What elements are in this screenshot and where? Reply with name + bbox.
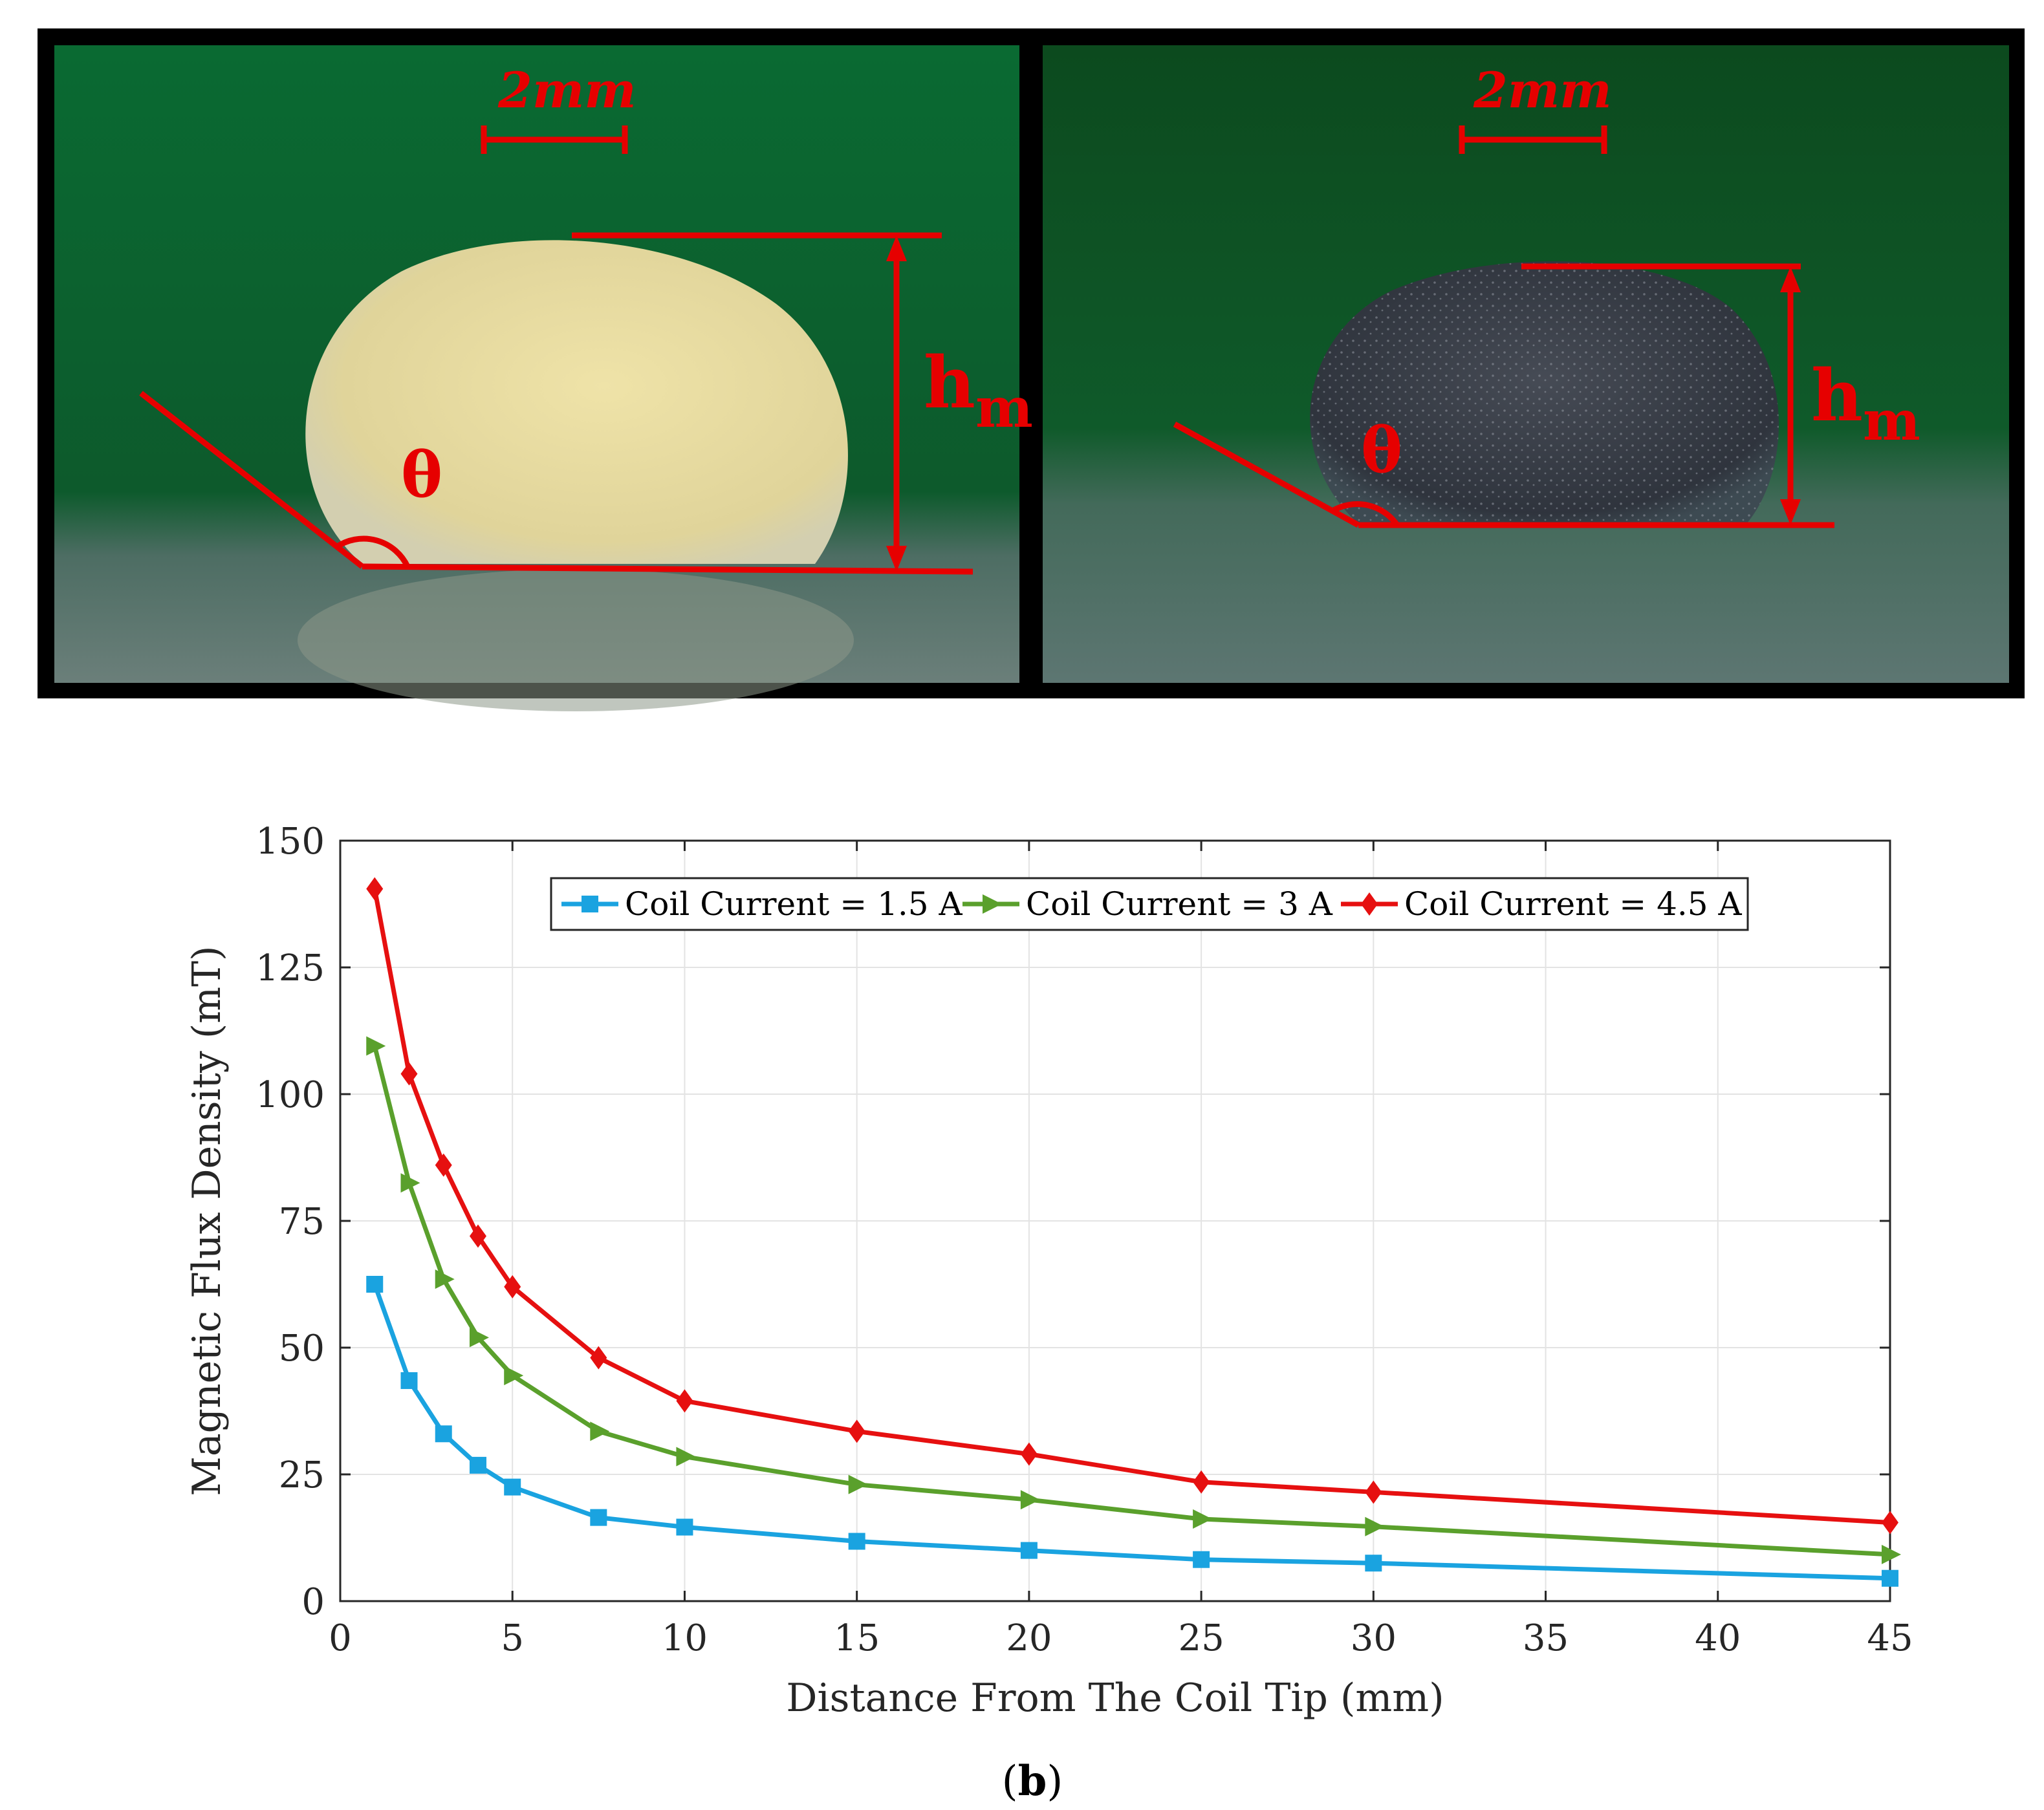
panel-b-chart: 0 5 10 15 20 25 30 35 40 45 0 25 50 75 100 125 150 Dist…: [184, 821, 1913, 1805]
series-1-point: [676, 1518, 693, 1536]
series-1-point: [848, 1533, 865, 1550]
right-height-arrow: [1780, 266, 1801, 525]
legend-entry-3: Coil Current = 4.5 A: [1404, 885, 1742, 923]
series-1-point: [366, 1276, 384, 1293]
y-tick-label: 150: [256, 821, 325, 863]
y-tick-label: 75: [279, 1201, 325, 1243]
left-photo: 2mm θ hm: [54, 45, 1033, 711]
y-tick-label: 50: [279, 1328, 325, 1370]
y-axis-ticks: 0 25 50 75 100 125 150: [256, 821, 1890, 1623]
series-1-point: [1882, 1569, 1898, 1587]
y-tick-label: 100: [256, 1074, 325, 1116]
series-2-point: [1882, 1544, 1901, 1564]
panel-b-label: (b): [1002, 1757, 1063, 1805]
series-2-point: [590, 1421, 610, 1441]
x-tick-label: 5: [501, 1617, 524, 1659]
series-3-point: [1365, 1480, 1382, 1504]
x-axis-ticks: 0 5 10 15 20 25 30 35 40 45: [329, 841, 1913, 1659]
right-height-symbol: h: [1811, 354, 1863, 437]
series-3-point: [590, 1346, 607, 1370]
series-1-point: [469, 1456, 486, 1474]
legend-swatch-marker: [1361, 892, 1378, 916]
series-3: [366, 877, 1898, 1535]
series-3-point: [848, 1419, 865, 1443]
series-1-point: [435, 1425, 452, 1443]
legend-entry-1: Coil Current = 1.5 A: [625, 885, 962, 923]
left-height-subscript: m: [975, 376, 1033, 440]
series-2-point: [1365, 1516, 1385, 1536]
series-1-point: [1365, 1555, 1382, 1572]
left-base-line: [362, 563, 973, 575]
left-angle-arc: [334, 535, 411, 568]
series-2-point: [366, 1036, 386, 1056]
series-3-point: [469, 1224, 486, 1248]
series-2-point: [1020, 1490, 1040, 1510]
right-height-subscript: m: [1863, 389, 1920, 453]
x-tick-label: 40: [1695, 1617, 1741, 1659]
series-1-point: [1193, 1551, 1210, 1568]
series-2-point: [504, 1366, 524, 1386]
right-scale-text: 2mm: [1473, 61, 1612, 119]
series-1: [366, 1276, 1898, 1587]
left-scale-text: 2mm: [497, 61, 636, 119]
series-3-point: [435, 1153, 452, 1177]
series-3-point: [1882, 1511, 1898, 1535]
series-3-point: [400, 1062, 418, 1086]
series-3-point: [1020, 1442, 1038, 1466]
chart-grid: [340, 840, 1891, 1602]
series-2-point: [400, 1173, 420, 1193]
right-scale-bar: [1459, 125, 1607, 154]
right-angle-arc: [1331, 501, 1400, 527]
chart-series: [366, 877, 1901, 1587]
left-droplet: [305, 240, 848, 564]
panel-a-photographs: 2mm θ hm 2mm θ: [38, 28, 2025, 711]
x-tick-label: 10: [662, 1617, 708, 1659]
x-axis-label: Distance From The Coil Tip (mm): [786, 1675, 1444, 1721]
x-tick-label: 35: [1523, 1617, 1569, 1659]
series-1-point: [1020, 1542, 1038, 1559]
series-2-point: [469, 1328, 489, 1348]
x-tick-label: 15: [834, 1617, 880, 1659]
right-photo: 2mm θ hm: [1043, 45, 2009, 683]
y-tick-label: 25: [279, 1454, 325, 1496]
right-height-text: hm: [1811, 354, 1920, 453]
series-2: [366, 1036, 1901, 1564]
y-tick-label: 125: [256, 947, 325, 989]
series-2-point: [435, 1269, 455, 1289]
series-1-line: [372, 1283, 1891, 1581]
series-3-point: [366, 877, 384, 901]
legend-swatch-marker: [983, 894, 1002, 914]
series-3-point: [676, 1389, 693, 1413]
right-tangent-line: [1173, 422, 1360, 528]
chart-legend: Coil Current = 1.5 A Coil Current = 3 A Co…: [550, 877, 1749, 931]
left-scale-bar: [481, 125, 628, 154]
left-angle-text: θ: [401, 438, 442, 512]
x-tick-label: 45: [1867, 1617, 1913, 1659]
series-3-point: [1193, 1470, 1210, 1494]
x-tick-label: 0: [329, 1617, 352, 1659]
series-1-point: [400, 1372, 418, 1389]
left-tangent-line: [139, 391, 364, 569]
series-1-point: [504, 1478, 521, 1496]
left-height-text: hm: [924, 341, 1033, 440]
x-tick-label: 30: [1351, 1617, 1397, 1659]
y-tick-label: 0: [301, 1581, 325, 1623]
legend-entry-2: Coil Current = 3 A: [1026, 885, 1333, 923]
left-drop-reflection: [298, 569, 854, 711]
x-tick-label: 20: [1006, 1617, 1052, 1659]
left-height-symbol: h: [924, 341, 975, 424]
left-height-arrow: [886, 235, 907, 572]
series-2-point: [1193, 1509, 1213, 1529]
legend-box: [550, 877, 1749, 931]
right-angle-text: θ: [1361, 414, 1402, 487]
series-2-point: [676, 1447, 696, 1467]
series-2-line: [372, 1045, 1891, 1557]
y-axis-label: Magnetic Flux Density (mT): [184, 945, 230, 1496]
series-2-point: [848, 1474, 868, 1494]
legend-swatch-marker: [582, 896, 598, 912]
series-1-point: [590, 1509, 607, 1526]
x-tick-label: 25: [1178, 1617, 1224, 1659]
series-3-line: [372, 888, 1891, 1525]
series-3-point: [504, 1275, 521, 1298]
